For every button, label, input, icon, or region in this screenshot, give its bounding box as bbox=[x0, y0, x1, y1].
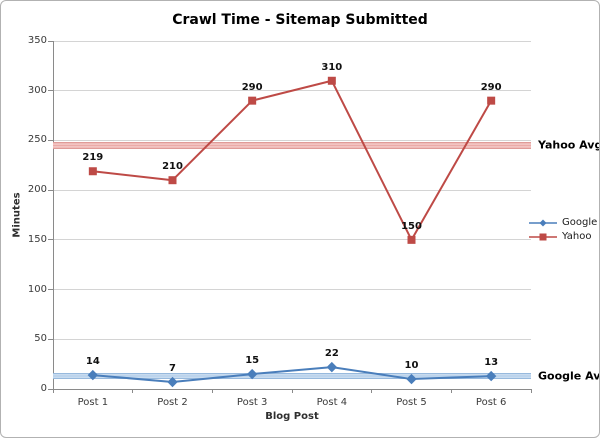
yahoo-marker bbox=[248, 96, 257, 105]
y-axis-tick bbox=[48, 338, 53, 340]
google-data-label: 22 bbox=[324, 348, 339, 360]
x-axis-tick-label: Post 6 bbox=[475, 397, 507, 408]
y-axis-tick-label: 150 bbox=[27, 233, 47, 245]
x-axis-tick bbox=[52, 389, 54, 393]
yahoo-avg-label: Yahoo Avg bbox=[538, 138, 600, 152]
google-data-label: 10 bbox=[404, 360, 419, 372]
legend-label-yahoo: Yahoo bbox=[562, 231, 592, 242]
y-axis-tick bbox=[48, 139, 53, 141]
yahoo-data-label: 290 bbox=[480, 81, 502, 93]
legend-item-google: Google bbox=[528, 217, 597, 228]
y-axis-tick bbox=[48, 40, 53, 42]
google-avg-line bbox=[53, 372, 531, 379]
x-axis-tick-label: Post 4 bbox=[316, 397, 348, 408]
y-axis-tick-label: 350 bbox=[27, 35, 47, 46]
yahoo-data-label: 210 bbox=[162, 161, 183, 173]
gridline bbox=[53, 40, 531, 42]
gridline bbox=[53, 189, 531, 191]
y-axis-tick bbox=[48, 388, 53, 390]
google-marker bbox=[246, 368, 258, 380]
chart-title: Crawl Time - Sitemap Submitted bbox=[172, 12, 428, 28]
google-data-label: 14 bbox=[85, 356, 100, 368]
y-axis-tick bbox=[48, 189, 53, 191]
y-axis-tick bbox=[48, 90, 53, 92]
yahoo-data-label: 219 bbox=[82, 152, 104, 164]
legend-label-google: Google bbox=[562, 217, 598, 228]
y-axis-tick-label: 300 bbox=[27, 84, 47, 96]
yahoo-data-label: 290 bbox=[241, 81, 263, 93]
y-axis-line bbox=[53, 41, 54, 389]
yahoo-marker bbox=[407, 235, 416, 244]
legend: Google Yahoo bbox=[528, 217, 597, 242]
yahoo-legend-marker-icon bbox=[529, 233, 557, 240]
x-axis-tick-label: Post 5 bbox=[396, 397, 427, 408]
x-axis-tick bbox=[371, 389, 373, 393]
gridline bbox=[53, 139, 531, 141]
google-series-line bbox=[91, 366, 493, 384]
x-axis-tick-label: Post 1 bbox=[77, 397, 109, 408]
gridline bbox=[53, 338, 531, 340]
x-axis-tick bbox=[530, 389, 532, 393]
google-marker bbox=[167, 376, 178, 388]
yahoo-marker bbox=[327, 76, 336, 85]
x-axis-tick bbox=[132, 389, 134, 393]
google-marker bbox=[406, 373, 417, 385]
google-legend-marker-icon bbox=[529, 219, 557, 226]
y-axis-tick bbox=[48, 289, 53, 291]
yahoo-data-label: 310 bbox=[321, 61, 343, 73]
yahoo-series-line bbox=[91, 79, 493, 241]
yahoo-data-label: 150 bbox=[401, 220, 422, 232]
gridline bbox=[53, 239, 531, 241]
x-axis-tick bbox=[450, 389, 452, 393]
x-axis-title: Blog Post bbox=[265, 411, 319, 422]
x-axis-tick bbox=[291, 389, 293, 393]
y-axis-tick-label: 100 bbox=[27, 283, 47, 295]
google-data-label: 7 bbox=[169, 363, 176, 375]
y-axis-tick-label: 0 bbox=[40, 383, 47, 394]
yahoo-marker bbox=[168, 176, 177, 185]
google-marker bbox=[485, 370, 497, 382]
x-axis-tick-label: Post 3 bbox=[236, 397, 268, 408]
google-data-label: 15 bbox=[245, 355, 260, 367]
google-marker bbox=[87, 369, 99, 381]
y-axis-tick-label: 200 bbox=[27, 184, 47, 196]
y-axis-tick-label: 250 bbox=[27, 134, 47, 146]
yahoo-avg-line bbox=[53, 141, 531, 149]
legend-item-yahoo: Yahoo bbox=[528, 231, 597, 242]
google-data-label: 13 bbox=[484, 357, 499, 369]
y-axis-tick-label: 50 bbox=[34, 333, 47, 345]
gridline bbox=[53, 289, 531, 291]
yahoo-marker bbox=[88, 167, 97, 176]
x-axis-tick bbox=[211, 389, 213, 393]
x-axis-tick-label: Post 2 bbox=[157, 397, 188, 408]
y-axis-tick bbox=[48, 239, 53, 241]
yahoo-marker bbox=[487, 96, 496, 105]
google-avg-label: Google Avg bbox=[538, 369, 600, 383]
google-marker bbox=[326, 361, 338, 373]
